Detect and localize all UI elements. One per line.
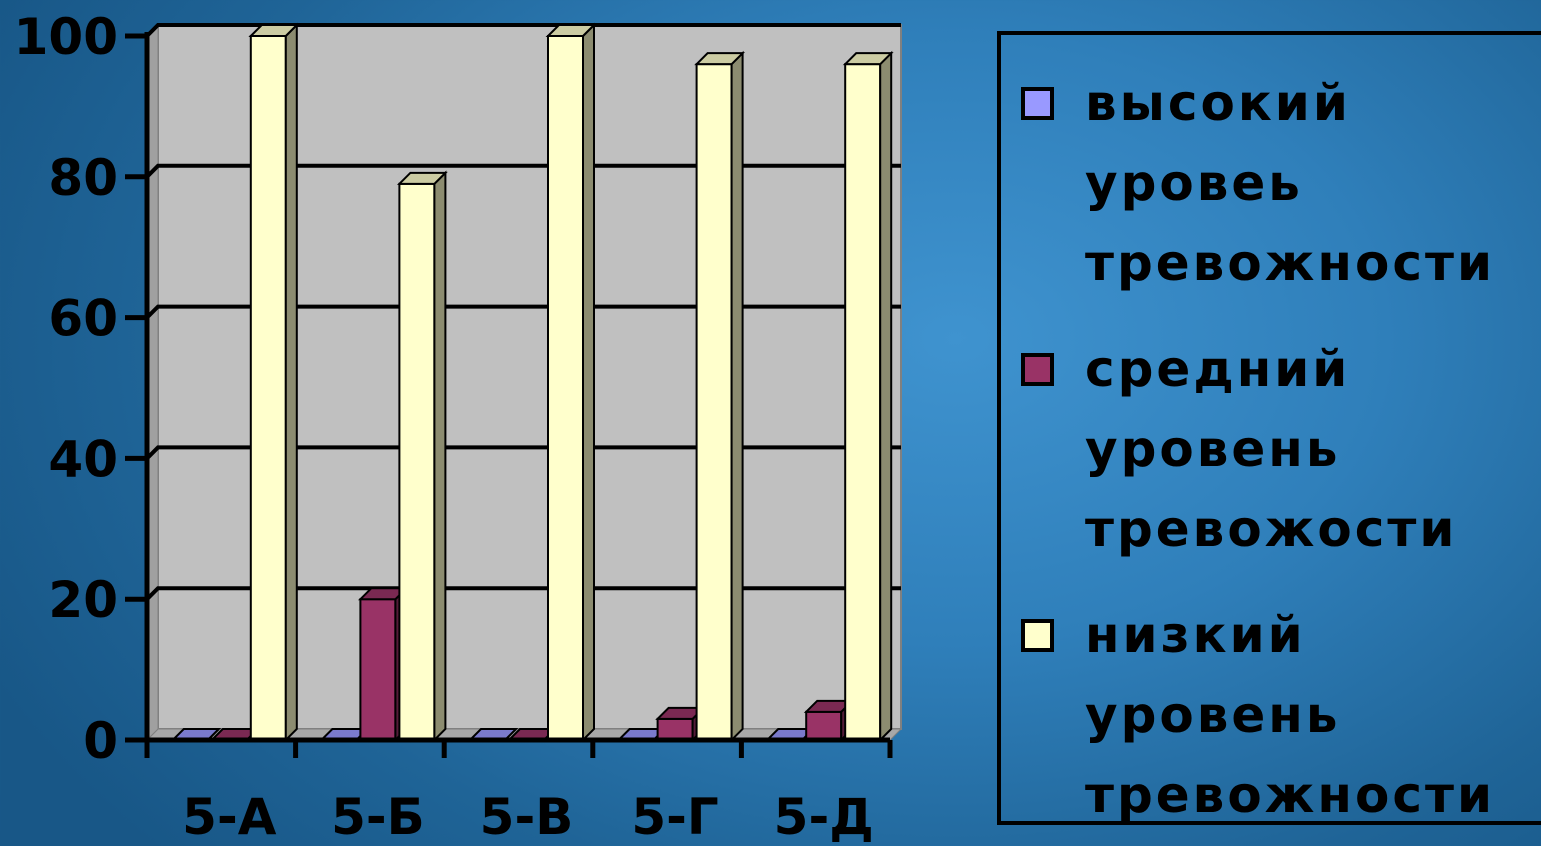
y-tick-label: 40 [48, 430, 118, 488]
x-tick-labels: 5-А 5-Б 5-В 5-Г 5-Д [182, 788, 874, 846]
legend: высокий уровеь тревожности средний урове… [997, 31, 1541, 825]
x-tick-label: 5-А [182, 788, 277, 846]
gridline [145, 304, 901, 320]
x-tick-label: 5-Г [631, 788, 718, 846]
y-tick-labels: 0 20 40 60 80 100 [14, 8, 118, 770]
legend-swatch-medium [1021, 353, 1054, 386]
gridline [145, 163, 901, 179]
legend-label-medium: средний уровень тревожости [1085, 340, 1458, 558]
bar-5-В-series-2 [545, 22, 597, 743]
x-tick-label: 5-В [480, 788, 574, 846]
x-tick-label: 5-Б [331, 788, 425, 846]
bar-5-А-series-2 [248, 22, 300, 743]
bar-5-Б-series-2 [396, 170, 448, 743]
bar-5-Д-series-2 [842, 50, 894, 743]
gridline [145, 23, 901, 38]
legend-label-high: высокий уровеь тревожности [1085, 74, 1495, 292]
x-tick-label: 5-Д [774, 788, 874, 846]
y-tick-label: 0 [83, 712, 118, 770]
y-tick-label: 100 [14, 8, 118, 66]
legend-swatch-high [1021, 87, 1054, 120]
gridline [145, 586, 901, 601]
y-tick-label: 20 [48, 571, 118, 629]
y-tick-label: 80 [48, 149, 118, 207]
legend-label-low: низкий уровень тревожности [1085, 606, 1495, 824]
bar-5-Г-series-2 [694, 50, 746, 743]
axes [125, 32, 893, 758]
gridline [145, 445, 901, 460]
legend-swatch-low [1021, 619, 1054, 652]
gridlines [145, 23, 901, 601]
bars [170, 22, 894, 743]
y-tick-label: 60 [48, 290, 118, 348]
